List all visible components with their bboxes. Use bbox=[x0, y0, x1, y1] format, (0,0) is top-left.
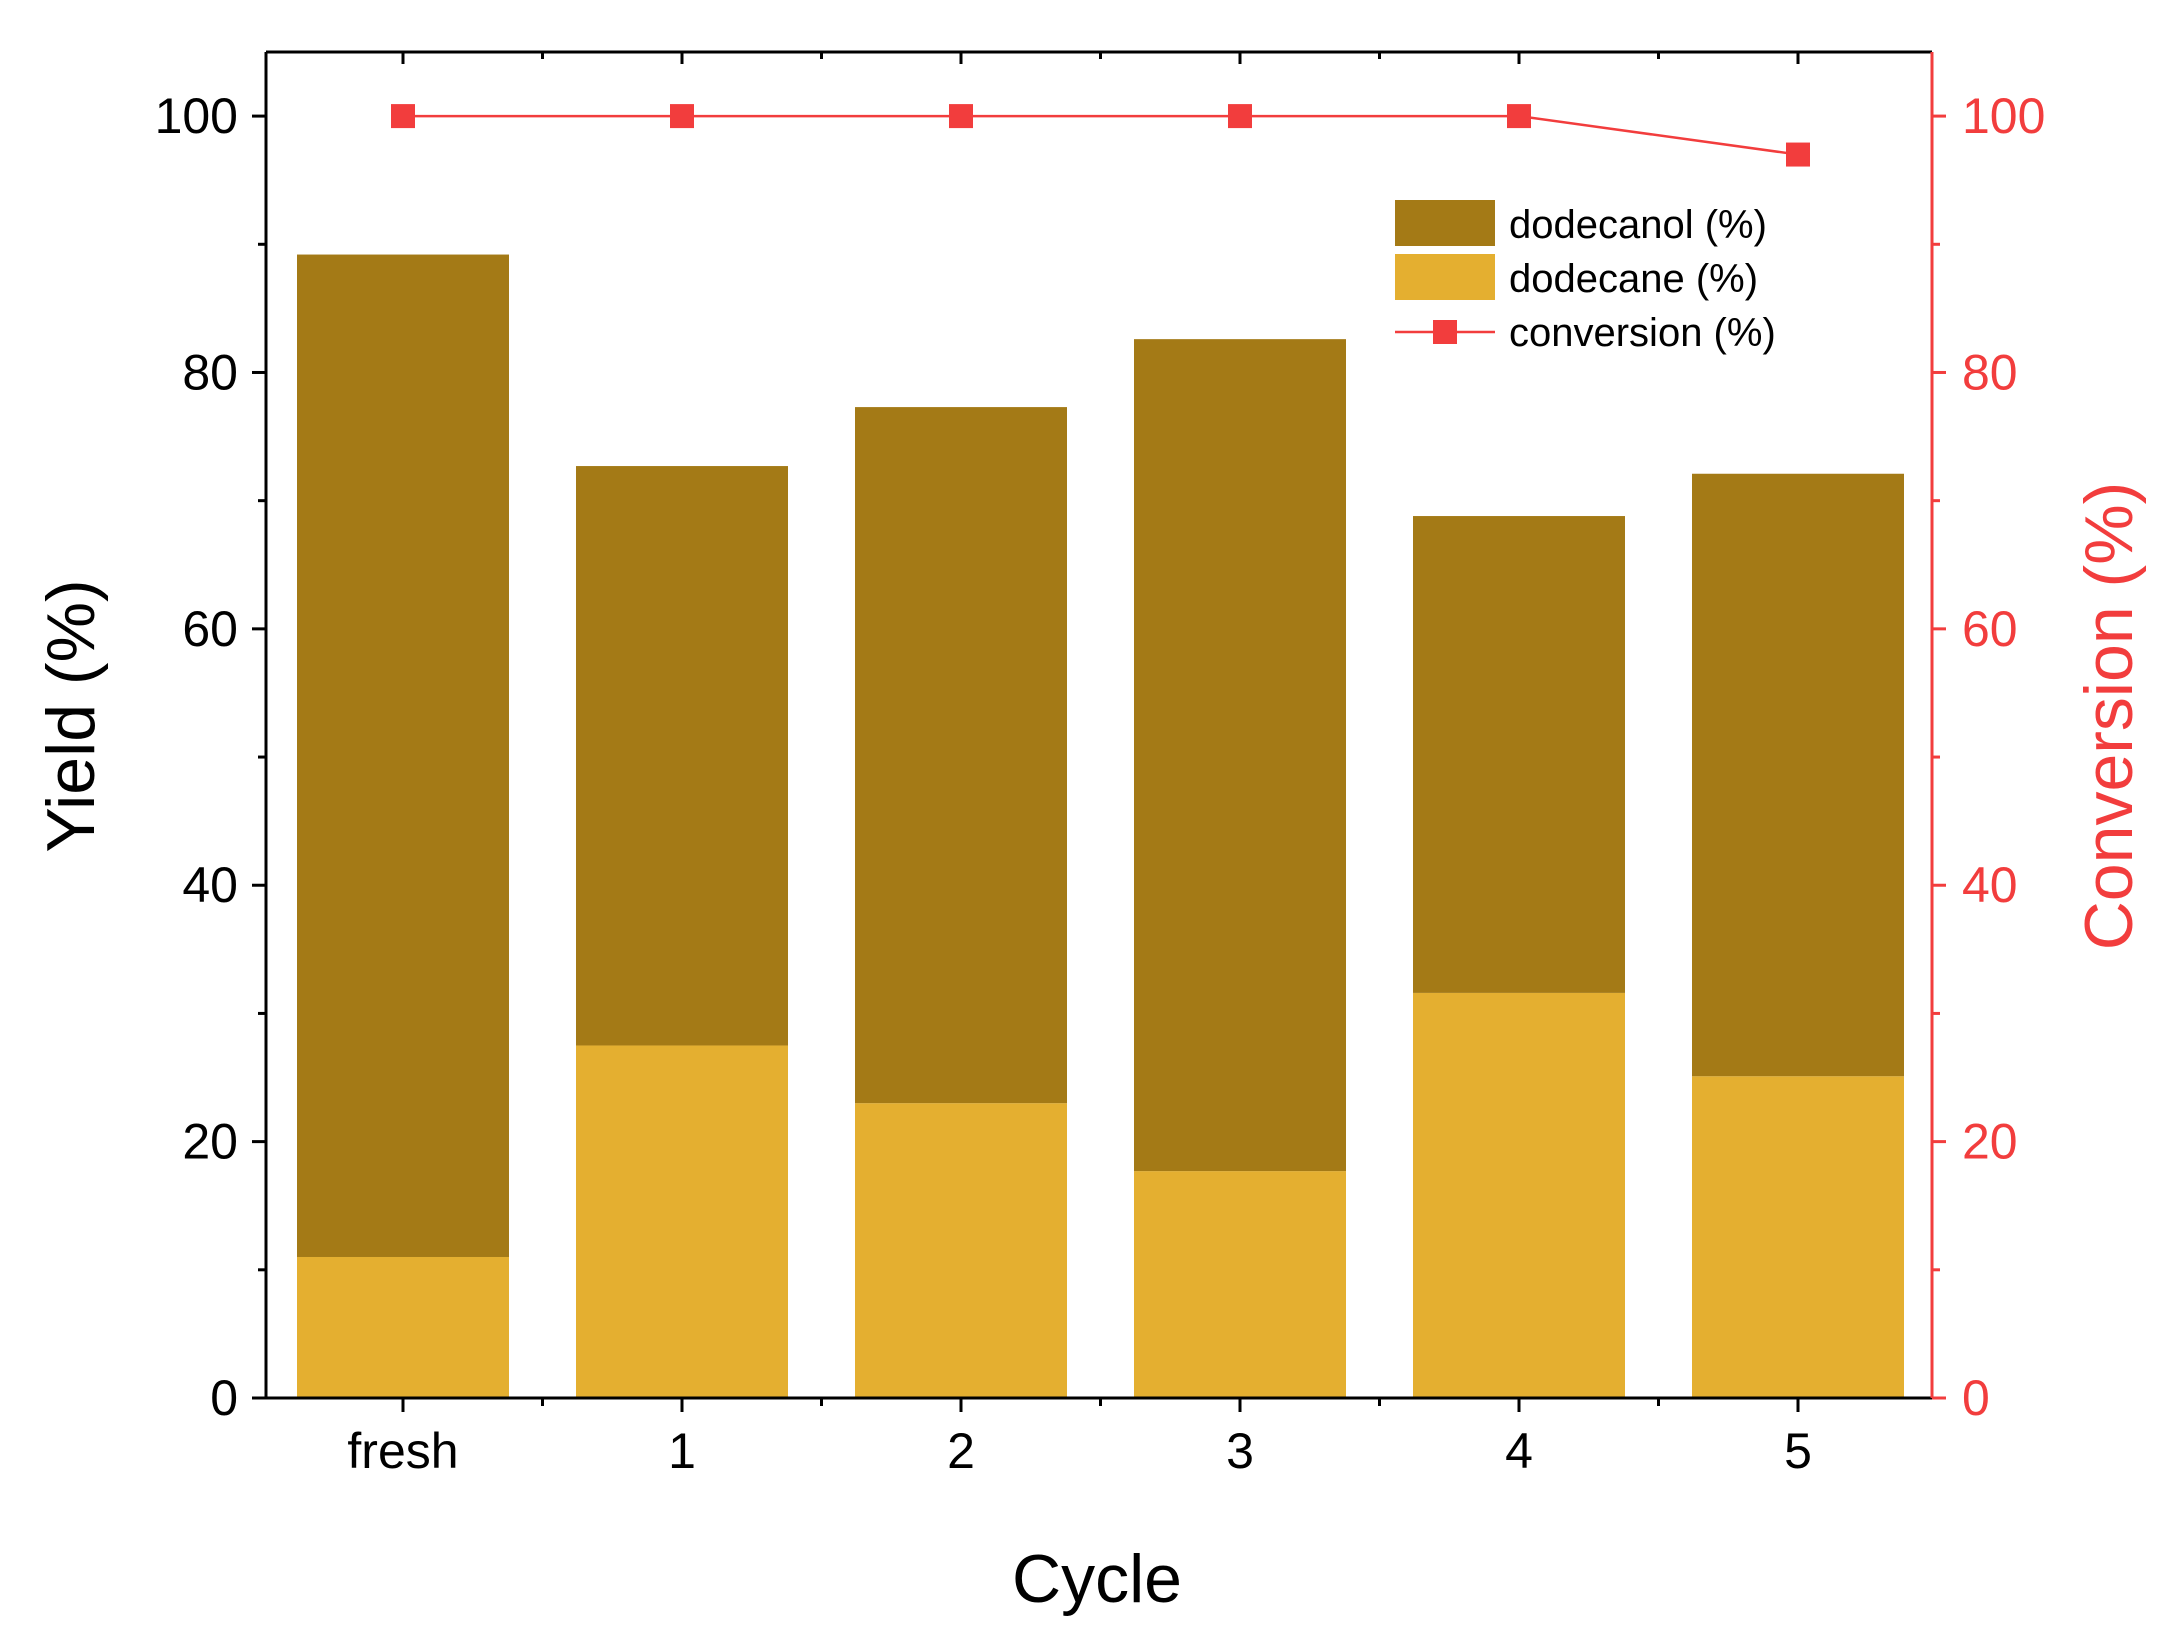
bar-dodecanol-3 bbox=[1134, 339, 1346, 1172]
x-tick-label-1: 1 bbox=[668, 1423, 696, 1479]
legend-label-dodecane: dodecane (%) bbox=[1509, 257, 1758, 301]
legend-marker-conversion bbox=[1433, 320, 1457, 344]
bar-dodecanol-1 bbox=[576, 466, 788, 1046]
x-tick-label-0: fresh bbox=[347, 1423, 458, 1479]
y-tick-label-1: 20 bbox=[182, 1114, 238, 1170]
conversion-marker-1 bbox=[670, 104, 694, 129]
y-tick-label-5: 100 bbox=[155, 88, 238, 144]
y2-tick-label-0: 0 bbox=[1962, 1370, 1990, 1426]
bars-layer bbox=[297, 254, 1904, 1398]
conversion-line bbox=[403, 114, 1799, 156]
bar-dodecane-3 bbox=[1134, 1171, 1346, 1398]
bar-dodecane-2 bbox=[855, 1103, 1067, 1398]
x-tick-label-4: 4 bbox=[1505, 1423, 1533, 1479]
conversion-line-layer bbox=[391, 104, 1810, 167]
conversion-marker-2 bbox=[949, 104, 973, 129]
bar-dodecane-5 bbox=[1692, 1076, 1904, 1398]
y2-tick-label-3: 60 bbox=[1962, 601, 2018, 657]
axes-layer: 0 20 40 60 80 100 0 20 40 60 80 100 fresh 1 2 3 4 5 bbox=[155, 50, 2045, 1479]
x-axis-title: Cycle bbox=[1012, 1541, 1182, 1617]
bar-dodecanol-5 bbox=[1692, 473, 1904, 1077]
bar-dodecane-1 bbox=[576, 1045, 788, 1398]
x-tick-label-2: 2 bbox=[947, 1423, 975, 1479]
y-tick-label-4: 80 bbox=[182, 344, 238, 400]
y2-tick-label-2: 40 bbox=[1962, 857, 2018, 913]
conversion-marker-3 bbox=[1228, 104, 1252, 129]
x-tick-label-5: 5 bbox=[1784, 1423, 1812, 1479]
y-tick-label-3: 60 bbox=[182, 601, 238, 657]
conversion-marker-5 bbox=[1786, 142, 1810, 167]
y2-tick-label-5: 100 bbox=[1962, 88, 2045, 144]
y2-axis-title: Conversion (%) bbox=[2071, 482, 2147, 951]
bar-dodecanol-0 bbox=[297, 254, 509, 1257]
y2-tick-label-1: 20 bbox=[1962, 1114, 2018, 1170]
legend-swatch-dodecanol bbox=[1395, 200, 1495, 246]
conversion-marker-4 bbox=[1507, 104, 1531, 129]
bar-dodecanol-4 bbox=[1413, 516, 1625, 993]
y-tick-label-0: 0 bbox=[210, 1370, 238, 1426]
legend-label-conversion: conversion (%) bbox=[1509, 311, 1776, 355]
x-tick-label-3: 3 bbox=[1226, 1423, 1254, 1479]
bar-dodecanol-2 bbox=[855, 407, 1067, 1104]
legend: dodecanol (%) dodecane (%) conversion (%) bbox=[1395, 200, 1776, 355]
bar-dodecane-0 bbox=[297, 1256, 509, 1398]
y-tick-label-2: 40 bbox=[182, 857, 238, 913]
conversion-marker-0 bbox=[391, 104, 415, 129]
bar-dodecane-4 bbox=[1413, 992, 1625, 1398]
legend-swatch-dodecane bbox=[1395, 254, 1495, 300]
legend-label-dodecanol: dodecanol (%) bbox=[1509, 203, 1767, 247]
y-axis-title: Yield (%) bbox=[33, 579, 109, 852]
y2-tick-label-4: 80 bbox=[1962, 344, 2018, 400]
